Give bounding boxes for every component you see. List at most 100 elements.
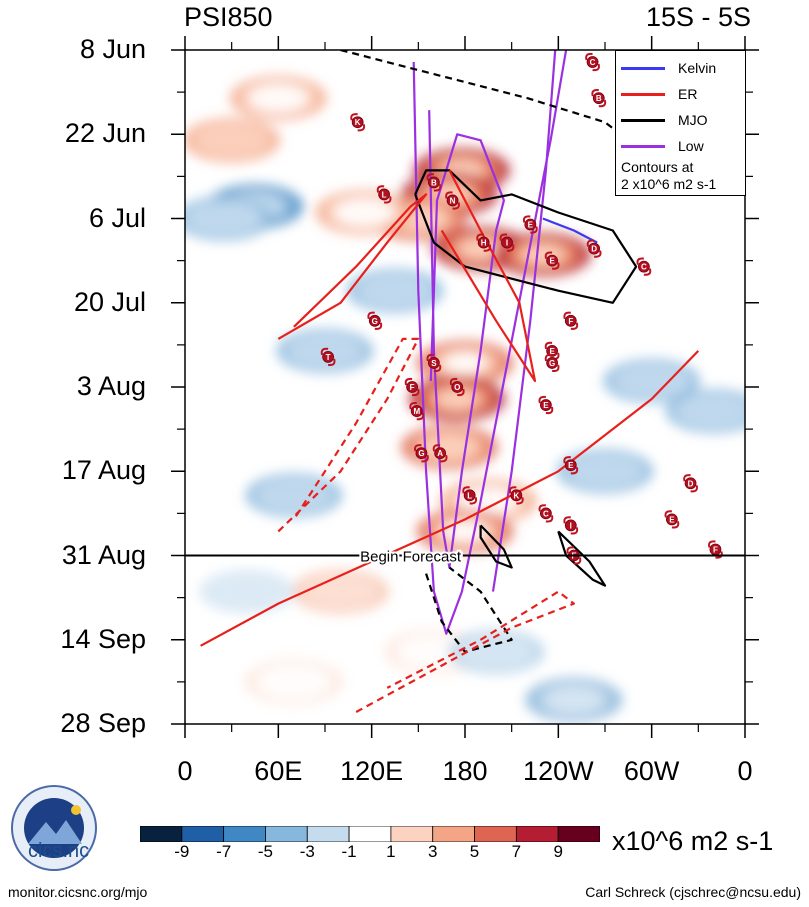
contour-mjo-7: [425, 566, 513, 653]
contour-mjo-3: [414, 169, 638, 304]
storm-icon-18: [406, 381, 419, 393]
y-tick-label-2: 6 Jul: [88, 202, 146, 233]
colorbar: [140, 826, 600, 842]
storm-arm-bottom-18: [411, 388, 420, 397]
storm-arm-top-17: [544, 353, 553, 362]
storm-marker-23: A: [432, 444, 448, 463]
storm-label-30: I: [570, 521, 572, 530]
storm-icon-20: [539, 399, 552, 411]
legend-note: Contours at 2 x10^6 m2 s-1: [621, 159, 716, 193]
legend-mjo: MJO: [616, 109, 745, 131]
legend-low-swatch: [621, 145, 665, 148]
x-tick-label-0: 0: [177, 756, 193, 786]
storm-arm-bottom-1: [598, 99, 607, 108]
storm-arm-top-7: [476, 233, 484, 241]
colorbar-swatch-8: [474, 826, 517, 842]
storm-icon-1: [592, 92, 605, 105]
legend-er-swatch: [621, 93, 665, 96]
storm-label-8: I: [506, 239, 508, 248]
storm-arm-top-9: [586, 239, 595, 247]
y-tick-label-1: 22 Jun: [64, 118, 146, 149]
storm-marker-25: D: [683, 474, 698, 493]
storm-arm-bottom-29: [545, 515, 554, 523]
legend-low-label: Low: [678, 138, 704, 154]
storm-icon-15: [322, 351, 335, 363]
storm-label-20: E: [543, 401, 549, 410]
storm-arm-top-5: [445, 191, 453, 199]
storm-arm-bottom-26: [469, 497, 478, 505]
title-right: 15S - 5S: [645, 2, 751, 32]
anomaly-blob-23-1: [457, 633, 536, 670]
storm-arm-bottom-5: [452, 202, 460, 210]
storm-icon-8: [501, 236, 513, 249]
storm-arm-top-10: [544, 251, 553, 259]
storm-label-31: F: [713, 545, 718, 554]
storm-label-29: C: [543, 509, 549, 518]
forecast-label: Begin Forecast: [360, 549, 462, 566]
legend-kelvin-label: Kelvin: [678, 60, 717, 76]
contour-er-10: [440, 169, 537, 383]
x-tick-label-6: 0: [737, 756, 753, 786]
storm-marker-24: E: [563, 456, 579, 475]
storm-icon-23: [434, 447, 447, 460]
legend-low: Low: [616, 135, 745, 157]
y-tick-label-7: 14 Sep: [60, 623, 146, 654]
storm-icon-10: [546, 254, 559, 267]
legend-er-label: ER: [678, 86, 698, 102]
anomaly-blob-13-1: [301, 573, 380, 610]
y-tick-label-0: 8 Jun: [79, 34, 146, 64]
storm-icon-24: [564, 459, 577, 472]
storm-icon-13: [564, 314, 577, 327]
logo-mountain-icon: [28, 820, 82, 844]
storm-label-27: K: [513, 491, 519, 500]
storm-marker-15: T: [320, 347, 336, 367]
colorbar-label-8: 7: [511, 842, 522, 861]
storm-arm-top-21: [409, 401, 417, 410]
storm-label-12: G: [372, 317, 378, 326]
storm-arm-bottom-4: [433, 184, 442, 192]
anomaly-blob-6-3: [444, 352, 486, 373]
storm-label-9: D: [591, 245, 597, 254]
storm-label-25: D: [688, 479, 694, 488]
colorbar-swatch-0: [140, 826, 183, 842]
y-tick-label-8: 28 Sep: [60, 708, 146, 738]
storm-label-16: S: [431, 359, 437, 368]
title-left: PSI850: [184, 2, 273, 32]
contour-er-8: [200, 350, 700, 647]
storm-marker-14: E: [544, 341, 560, 361]
storm-arm-bottom-6: [530, 226, 538, 234]
y-tick-label-4: 3 Aug: [76, 371, 146, 401]
footer-url: monitor.cicsnc.org/mjo: [8, 884, 148, 900]
storm-marker-6: E: [522, 215, 538, 234]
storm-arm-top-12: [367, 311, 375, 320]
y-tick-label-3: 20 Jul: [73, 286, 146, 317]
storm-arm-bottom-10: [551, 262, 560, 270]
legend-note-line1: Contours at: [621, 159, 694, 175]
storm-arm-top-6: [522, 215, 531, 223]
storm-arm-top-19: [449, 377, 458, 386]
storm-marker-19: O: [449, 377, 465, 397]
storm-label-0: C: [590, 58, 596, 67]
contour-kelvin-13: [542, 217, 598, 244]
anomaly-blob-24-2: [543, 685, 604, 714]
contour-mjo-4: [479, 524, 513, 569]
storm-marker-11: C: [636, 257, 652, 276]
legend-kelvin-swatch: [621, 67, 665, 70]
storm-label-15: T: [326, 353, 331, 362]
anomaly-blob-19-1: [286, 332, 364, 369]
storm-marker-27: K: [508, 486, 524, 505]
storm-arm-bottom-8: [506, 244, 515, 252]
storm-arm-bottom-22: [421, 454, 429, 463]
x-tick-label-1: 60E: [254, 756, 303, 786]
storm-marker-20: E: [538, 395, 554, 415]
storm-arm-bottom-0: [592, 63, 600, 72]
anomaly-blob-27-0: [199, 569, 296, 614]
storm-arm-top-15: [320, 347, 329, 356]
colorbar-label-0: -9: [174, 842, 190, 861]
anomaly-blob-5-2: [333, 198, 394, 227]
storm-icon-5: [446, 194, 459, 207]
colorbar-swatch-9: [515, 826, 559, 842]
storm-label-2: K: [355, 118, 361, 127]
storm-icon-0: [586, 56, 599, 68]
storm-icon-29: [539, 507, 552, 520]
